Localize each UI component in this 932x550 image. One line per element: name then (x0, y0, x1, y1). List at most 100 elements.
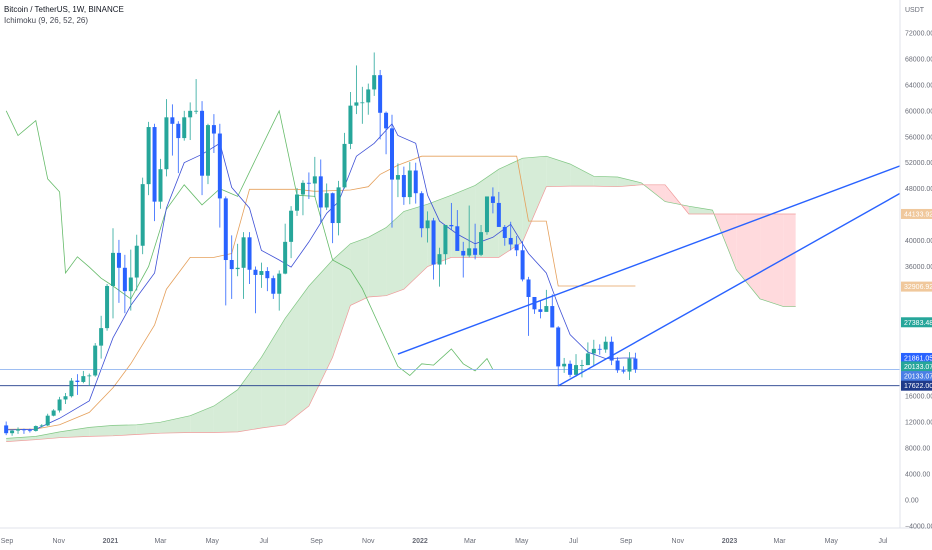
candle (21, 428, 26, 434)
candle-body (597, 348, 602, 350)
candle (419, 191, 424, 238)
cloud-segment (736, 213, 761, 299)
candle (360, 86, 365, 124)
ichimoku-span-b (6, 184, 796, 442)
candles (4, 52, 638, 436)
price-tag: 17622.00 (901, 380, 932, 391)
candle-body (490, 196, 495, 203)
indicator-label[interactable]: Ichimoku (9, 26, 52, 26) (4, 16, 89, 25)
candle-body (176, 123, 181, 139)
candle-body (111, 252, 116, 286)
candle (87, 373, 92, 386)
candle (330, 192, 335, 244)
price-tag: 20133.07 (901, 361, 932, 372)
candle-body (579, 365, 584, 366)
candle-body (556, 327, 561, 367)
price-tag-box (901, 208, 932, 219)
candle-body (562, 363, 567, 367)
candle (300, 180, 305, 216)
price-tag-label: 20133.07 (904, 374, 932, 381)
trendline (557, 188, 909, 387)
candle (443, 224, 448, 265)
y-tick-label: 4000.00 (905, 472, 930, 479)
cloud-segment (59, 427, 90, 438)
candle-body (241, 237, 246, 268)
y-tick-label: 48000.00 (905, 186, 932, 193)
candle-body (10, 430, 15, 434)
candle-body (158, 169, 163, 202)
candle (140, 177, 145, 255)
symbol-title[interactable]: Bitcoin / TetherUS, 1W, BINANCE (4, 5, 124, 14)
price-tag-label: 27383.48 (904, 320, 932, 327)
x-tick-label: Jul (569, 538, 578, 545)
candle-body (134, 245, 139, 278)
candle-body (39, 425, 44, 427)
candle (164, 99, 169, 177)
candle (283, 223, 288, 275)
y-tick-label: 12000.00 (905, 420, 932, 427)
candle (116, 239, 121, 303)
candle (342, 132, 347, 189)
candle (568, 360, 573, 378)
candle-body (259, 271, 264, 275)
candle (182, 110, 187, 141)
ichimoku-span-a (6, 155, 796, 439)
candle (223, 196, 228, 306)
x-tick-label: May (825, 538, 839, 545)
candle (389, 114, 394, 228)
candle-body (75, 380, 80, 382)
candle (585, 342, 590, 366)
price-tag-box (901, 380, 932, 391)
candle-body (407, 170, 412, 198)
candle-body (116, 252, 121, 268)
candle (597, 344, 602, 355)
candle-body (271, 278, 276, 294)
cloud-segment (35, 431, 60, 440)
candle (39, 424, 44, 428)
candle (609, 336, 614, 366)
cloud-segment (190, 405, 214, 433)
x-tick-label: Mar (774, 538, 787, 545)
candle (508, 221, 513, 251)
cloud-segment (285, 285, 309, 425)
candle (200, 101, 205, 196)
candle-body (4, 425, 9, 434)
cloud-segment (350, 237, 369, 306)
candle-body (45, 415, 50, 426)
cloud-segment (113, 424, 137, 436)
candle-body (300, 182, 305, 195)
candle (211, 114, 216, 153)
candle (57, 396, 62, 413)
candle-body (81, 376, 86, 382)
candle (574, 354, 579, 377)
candle (395, 163, 400, 198)
candle-body (277, 273, 282, 294)
ichimoku-base-line (6, 155, 636, 430)
cloud-segment (570, 164, 594, 187)
candle (496, 191, 501, 227)
candle (520, 241, 525, 282)
cloud-segment (593, 176, 618, 187)
candle-body (455, 226, 460, 251)
candle (45, 413, 50, 427)
candle (312, 156, 317, 198)
candle (247, 232, 252, 285)
y-tick-label: 8000.00 (905, 446, 930, 453)
candle (348, 92, 353, 150)
candle-body (122, 267, 127, 292)
ichimoku-lagging-span (5, 109, 494, 377)
candle-body (401, 175, 406, 198)
candle (128, 249, 133, 311)
candle (170, 104, 175, 156)
ichimoku-cloud (6, 156, 796, 442)
candle (271, 275, 276, 299)
price-tag-label: 17622.00 (904, 383, 932, 390)
cloud-segment (546, 156, 571, 187)
candle (479, 224, 484, 257)
candle-body (395, 175, 400, 180)
candle-body (63, 396, 68, 400)
candle-body (585, 353, 590, 366)
candle-body (229, 260, 234, 270)
candle-body (360, 102, 365, 104)
